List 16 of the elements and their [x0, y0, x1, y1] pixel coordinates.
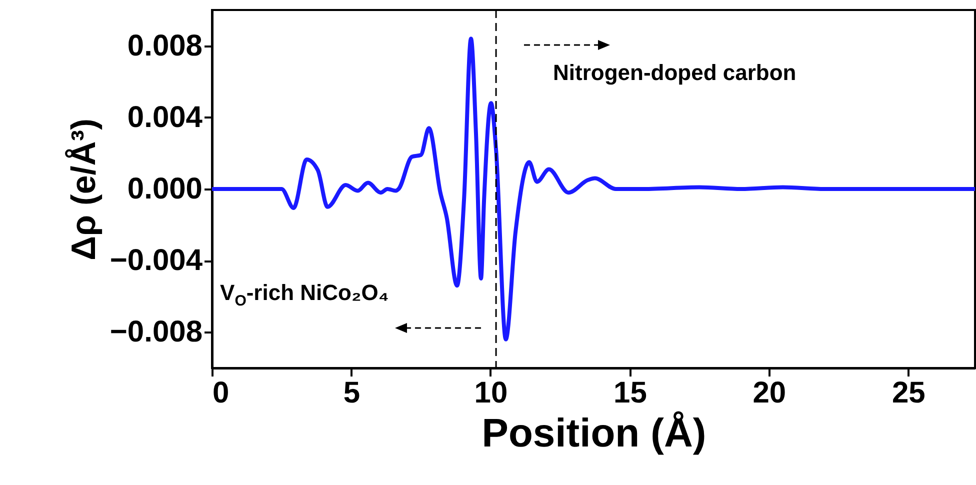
x-tick-label: 20 — [752, 376, 786, 410]
y-axis-title: Δρ (e/Å³) — [64, 118, 103, 260]
x-tick-label: 0 — [212, 376, 230, 410]
annotation: Nitrogen-doped carbon — [553, 60, 796, 86]
y-tick-label: 0.000 — [127, 172, 202, 206]
x-axis-title: Position (Å) — [482, 410, 706, 456]
x-tick-label: 25 — [892, 376, 926, 410]
y-tick-label: −0.004 — [110, 244, 203, 278]
y-tick-label: −0.008 — [110, 316, 202, 349]
line-series — [212, 36, 975, 342]
x-tick-label: 5 — [343, 376, 360, 410]
x-tick-label: 15 — [614, 376, 647, 410]
annotation: V$_{O}$-rich NiCo₂O₄ — [220, 280, 389, 310]
y-tick-label: 0.004 — [127, 100, 203, 134]
x-tick-label: 10 — [474, 376, 508, 410]
y-tick-label: 0.008 — [127, 29, 202, 62]
